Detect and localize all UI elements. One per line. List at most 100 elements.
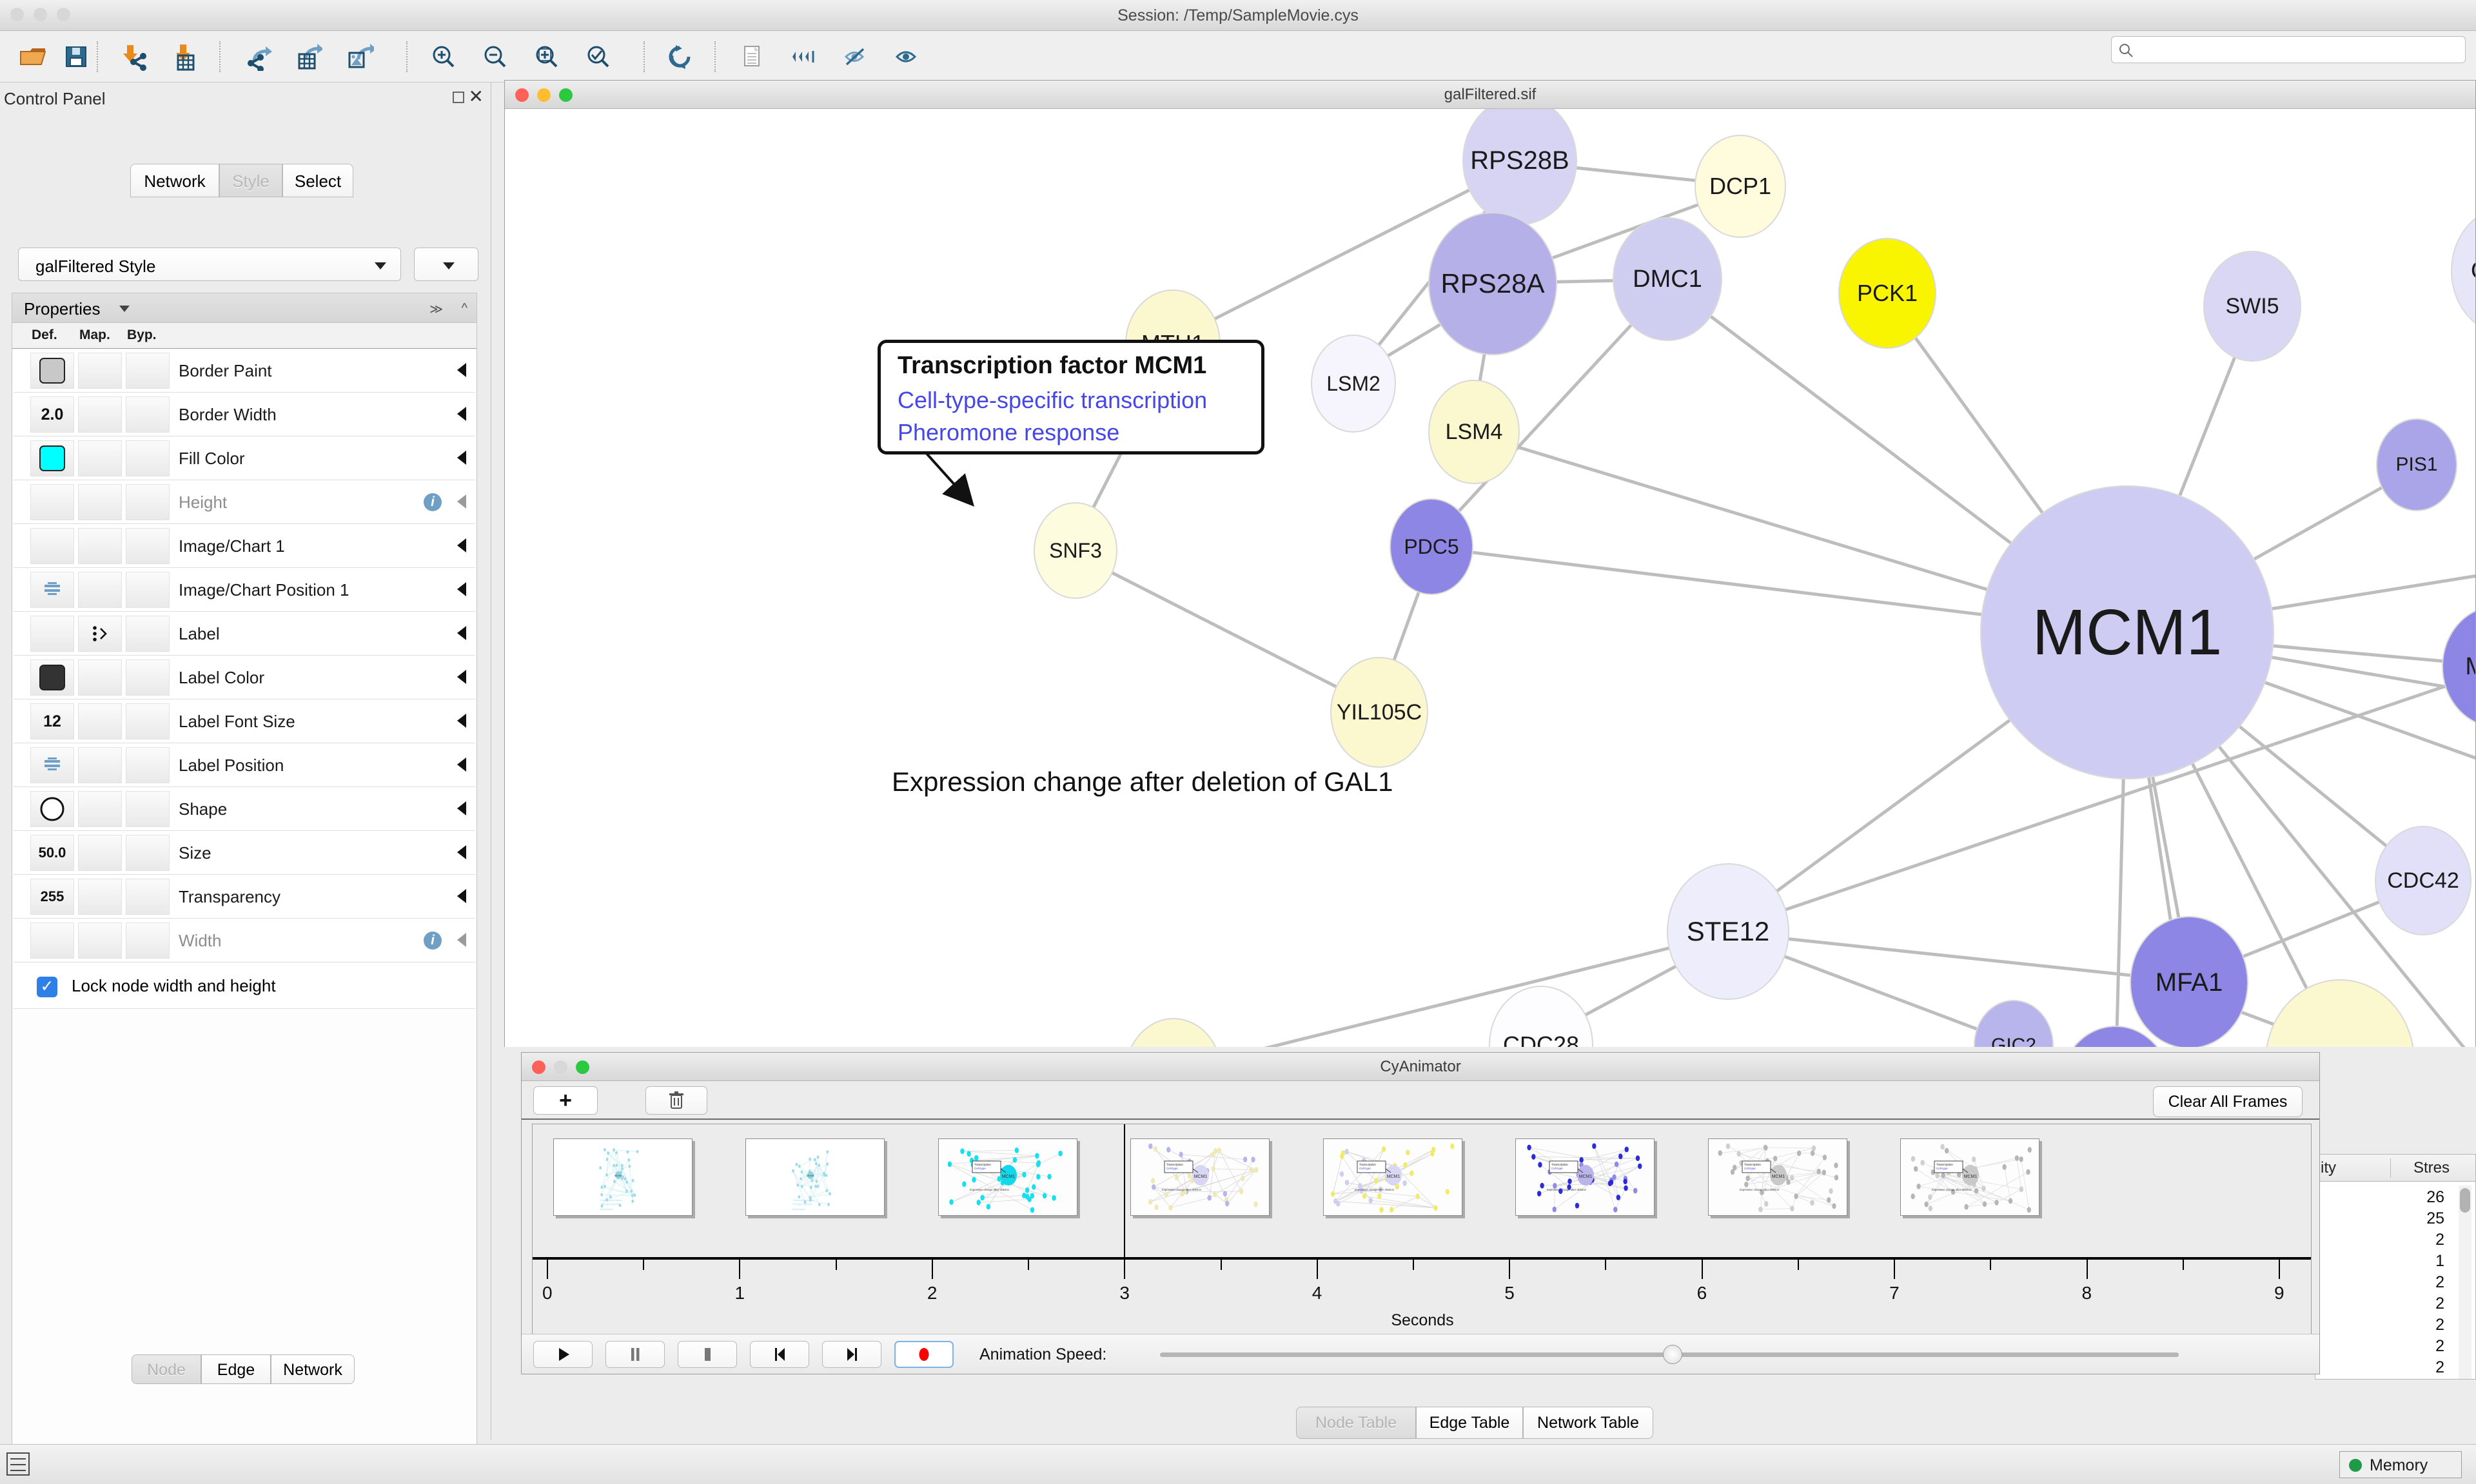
chevron-left-icon[interactable] bbox=[457, 582, 466, 596]
chevron-left-icon[interactable] bbox=[457, 889, 466, 903]
network-edge[interactable] bbox=[1391, 588, 1422, 665]
network-edge[interactable] bbox=[2260, 549, 2475, 612]
color-swatch[interactable] bbox=[39, 445, 65, 471]
property-bypass-cell[interactable] bbox=[126, 659, 170, 696]
network-edge[interactable] bbox=[2260, 654, 2475, 710]
clear-all-frames-button[interactable]: Clear All Frames bbox=[2153, 1086, 2303, 1117]
record-button[interactable] bbox=[894, 1341, 954, 1368]
import-table-icon[interactable] bbox=[166, 39, 202, 75]
property-row[interactable]: 12 Label Font Size bbox=[14, 699, 475, 743]
scrollbar-thumb[interactable] bbox=[2460, 1188, 2470, 1213]
table-cell-degree[interactable]: 1 bbox=[2435, 1252, 2444, 1270]
table-cell-degree[interactable]: 2 bbox=[2435, 1231, 2444, 1249]
show-selected-icon[interactable] bbox=[890, 39, 926, 75]
network-edge[interactable] bbox=[1783, 937, 2136, 978]
chevron-left-icon[interactable] bbox=[457, 363, 466, 377]
property-mapping-cell[interactable] bbox=[78, 484, 122, 520]
expand-all-icon[interactable]: ^ bbox=[461, 301, 467, 315]
table-cell-degree[interactable]: 25 bbox=[2426, 1209, 2444, 1227]
property-bypass-cell[interactable] bbox=[126, 747, 170, 783]
chevron-left-icon[interactable] bbox=[457, 407, 466, 421]
table-column-divider[interactable] bbox=[2390, 1158, 2391, 1178]
network-edge[interactable] bbox=[1469, 550, 1994, 618]
network-edge[interactable] bbox=[2230, 718, 2390, 850]
collapse-all-icon[interactable]: ≫ bbox=[429, 302, 443, 317]
frame-thumbnail[interactable]: MCM1 Transcription factor Cell-type-specif… bbox=[553, 1138, 693, 1216]
memory-status-button[interactable]: Memory bbox=[2339, 1451, 2462, 1478]
property-mapping-cell[interactable] bbox=[78, 616, 122, 652]
frame-thumbnail[interactable]: MCM1 Transcription Cell-type Expression cha… bbox=[1130, 1138, 1270, 1216]
chevron-left-icon[interactable] bbox=[457, 451, 466, 465]
network-edge[interactable] bbox=[1217, 945, 1674, 1047]
table-cell-degree[interactable]: 2 bbox=[2435, 1337, 2444, 1355]
refresh-icon[interactable] bbox=[663, 39, 699, 75]
property-default-cell[interactable] bbox=[30, 659, 74, 696]
table-cell-degree[interactable]: 2 bbox=[2435, 1316, 2444, 1334]
property-bypass-cell[interactable] bbox=[126, 440, 170, 476]
mcm1-annotation-box[interactable]: Transcription factor MCM1 Cell-type-spec… bbox=[878, 340, 1264, 454]
property-mapping-cell[interactable] bbox=[78, 747, 122, 783]
property-default-cell[interactable] bbox=[30, 923, 74, 959]
info-icon[interactable]: i bbox=[424, 932, 442, 950]
property-mapping-cell[interactable] bbox=[78, 879, 122, 915]
property-default-cell[interactable] bbox=[30, 528, 74, 564]
table-cell-degree[interactable]: 2 bbox=[2435, 1294, 2444, 1313]
property-bypass-cell[interactable] bbox=[126, 484, 170, 520]
property-default-cell[interactable] bbox=[30, 484, 74, 520]
chevron-left-icon[interactable] bbox=[457, 845, 466, 859]
network-edge[interactable] bbox=[2238, 899, 2383, 960]
chevron-left-icon[interactable] bbox=[457, 670, 466, 684]
export-network-icon[interactable] bbox=[241, 39, 277, 75]
network-edge[interactable] bbox=[2174, 353, 2238, 507]
cyanimator-maximize-dot[interactable] bbox=[576, 1060, 589, 1074]
search-input[interactable] bbox=[2111, 36, 2466, 63]
network-maximize-dot[interactable] bbox=[559, 88, 573, 102]
property-default-cell[interactable] bbox=[30, 791, 74, 827]
network-node[interactable]: CDC42 bbox=[2375, 826, 2471, 935]
chevron-left-icon[interactable] bbox=[457, 757, 466, 772]
tab-network[interactable]: Network bbox=[130, 164, 219, 197]
network-edge[interactable] bbox=[2243, 485, 2386, 567]
network-edge[interactable] bbox=[2261, 643, 2447, 663]
table-tab-node-table[interactable]: Node Table bbox=[1296, 1407, 1416, 1439]
frame-thumbnail[interactable]: MCM1 Transcription Cell-type Expression cha… bbox=[1515, 1138, 1655, 1216]
property-mapping-cell[interactable] bbox=[78, 835, 122, 871]
table-tab-network-table[interactable]: Network Table bbox=[1523, 1407, 1653, 1439]
network-node[interactable]: STE12 bbox=[1667, 863, 1789, 1000]
property-row[interactable]: Label bbox=[14, 612, 475, 656]
save-icon[interactable] bbox=[58, 39, 94, 75]
property-row[interactable]: 2.0 Border Width bbox=[14, 393, 475, 436]
table-tab-edge-table[interactable]: Edge Table bbox=[1416, 1407, 1523, 1439]
property-mapping-cell[interactable] bbox=[78, 528, 122, 564]
property-bypass-cell[interactable] bbox=[126, 791, 170, 827]
delete-frame-button[interactable] bbox=[645, 1086, 707, 1115]
close-icon[interactable]: ✕ bbox=[468, 86, 484, 106]
zoom-fit-icon[interactable] bbox=[529, 39, 565, 75]
property-bypass-cell[interactable] bbox=[126, 396, 170, 433]
network-edge[interactable] bbox=[1108, 570, 1341, 690]
network-edge[interactable] bbox=[2210, 736, 2475, 1047]
property-default-cell[interactable] bbox=[30, 353, 74, 389]
network-edge[interactable] bbox=[1477, 348, 1487, 385]
property-row[interactable]: 255 Transparency bbox=[14, 875, 475, 919]
frame-thumbnail[interactable]: MCM1 Transcription Cell-type Expression cha… bbox=[1900, 1138, 2040, 1216]
property-row[interactable]: Border Paint bbox=[14, 349, 475, 393]
network-close-dot[interactable] bbox=[515, 88, 529, 102]
property-bypass-cell[interactable] bbox=[126, 879, 170, 915]
property-bypass-cell[interactable] bbox=[126, 835, 170, 871]
network-node[interactable]: RPS28B bbox=[1462, 109, 1577, 225]
property-row[interactable]: Label Position bbox=[14, 743, 475, 787]
style-selector-dropdown[interactable]: galFiltered Style bbox=[18, 248, 401, 281]
float-panel-icon[interactable] bbox=[453, 92, 464, 103]
task-list-icon[interactable] bbox=[6, 1452, 30, 1476]
property-default-cell[interactable] bbox=[30, 747, 74, 783]
network-edge[interactable] bbox=[1513, 444, 1999, 594]
window-maximize-dot[interactable] bbox=[57, 8, 70, 21]
network-canvas[interactable]: RPS28BDCP1RPS28ADMC1PCK1SWI5GAL80GAL11GA… bbox=[505, 109, 2475, 1047]
window-minimize-dot[interactable] bbox=[34, 8, 47, 21]
property-bypass-cell[interactable] bbox=[126, 923, 170, 959]
property-mapping-cell[interactable] bbox=[78, 440, 122, 476]
stop-button[interactable] bbox=[678, 1341, 737, 1368]
network-node[interactable]: YIL105C bbox=[1330, 657, 1428, 768]
property-default-cell[interactable] bbox=[30, 440, 74, 476]
